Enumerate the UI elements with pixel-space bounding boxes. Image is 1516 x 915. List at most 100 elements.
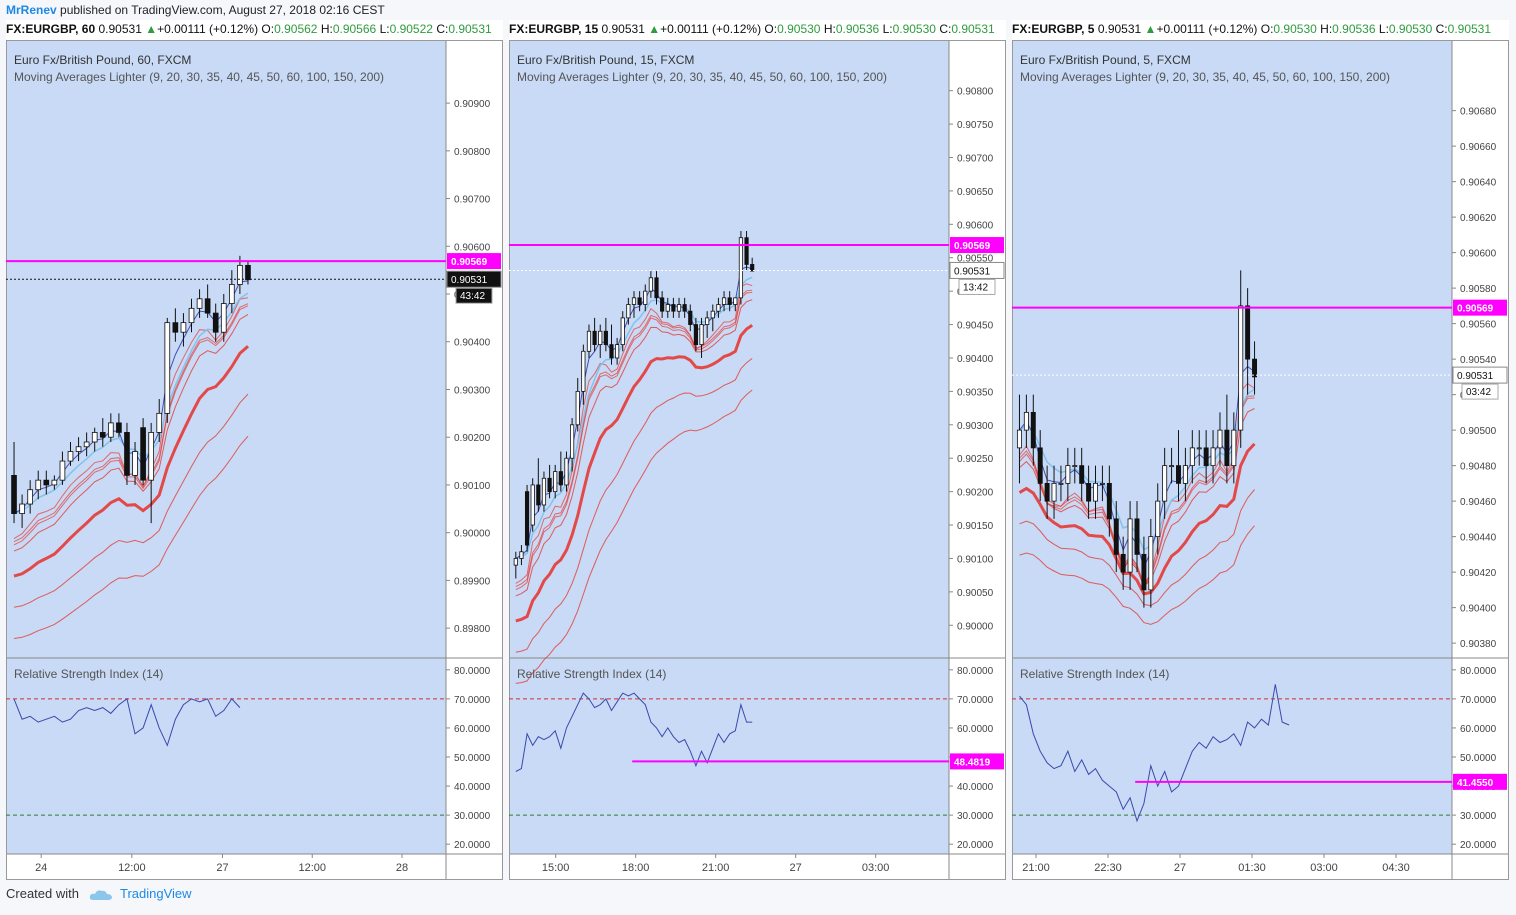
candle-body (1037, 447, 1043, 484)
candle-body (564, 457, 569, 486)
high-value: 0.90566 (332, 22, 377, 36)
price-change: +0.00111 (+0.12%) (1156, 22, 1258, 36)
time-tick-label: 21:00 (1022, 862, 1050, 874)
quote-line: FX:EURGBP, 15 0.90531 ▲+0.00111 (+0.12%)… (509, 20, 1006, 38)
indicator-legend[interactable]: Moving Averages Lighter (9, 20, 30, 35, … (14, 70, 385, 84)
rsi-tick-label: 20.0000 (957, 840, 994, 851)
candle-body (35, 479, 42, 491)
indicator-legend[interactable]: Moving Averages Lighter (9, 20, 30, 35, … (517, 70, 888, 84)
chart-canvas: 0.89800 0.89900 0.90000 0.90100 0.90200 0.903… (6, 40, 503, 880)
high-label: H: (1320, 22, 1333, 36)
price-tick-label: 0.90460 (1460, 497, 1497, 508)
tradingview-link[interactable]: TradingView (120, 886, 192, 901)
time-tick-label: 03:00 (862, 862, 890, 874)
rsi-tick-label: 20.0000 (1460, 840, 1497, 851)
chart-canvas: 0.90000 0.90050 0.90100 0.90150 0.90200 0.902… (509, 40, 1006, 880)
price-tick-label: 0.90400 (1460, 604, 1497, 615)
level-price-label: 0.90569 (451, 257, 488, 268)
rsi-legend[interactable]: Relative Strength Index (14) (1020, 667, 1170, 681)
last-price-badge (1452, 366, 1508, 384)
footer: Created with TradingView (6, 886, 192, 901)
rsi-legend[interactable]: Relative Strength Index (14) (517, 667, 667, 681)
time-tick-label: 24 (35, 862, 47, 874)
rsi-level-badge (1453, 773, 1507, 790)
candle-body (705, 317, 710, 325)
candle-body (738, 237, 744, 299)
price-tick-label: 0.90350 (957, 387, 994, 398)
rsi-line (13, 698, 241, 747)
low-value: 0.90530 (892, 22, 936, 36)
chart-panel-60m[interactable]: 0.89800 0.89900 0.90000 0.90100 0.90200 0.903… (6, 20, 503, 880)
rsi-tick-label: 80.0000 (454, 666, 491, 677)
moving-average-150 (13, 393, 249, 608)
candle-body (156, 412, 163, 433)
candle-body (1224, 429, 1230, 467)
time-tick-label: 27 (790, 862, 802, 874)
candle-body (688, 310, 693, 325)
candle-body (1044, 482, 1050, 502)
candle-body (1016, 429, 1022, 449)
price-tick-label: 0.90580 (1460, 284, 1497, 295)
candle-body (553, 471, 558, 493)
candle-body (43, 479, 50, 486)
rsi-level-badge (950, 753, 1004, 770)
indicator-legend[interactable]: Moving Averages Lighter (9, 20, 30, 35, … (1020, 70, 1391, 84)
rsi-legend[interactable]: Relative Strength Index (14) (14, 667, 164, 681)
candle-body (1245, 305, 1251, 360)
candle-body (710, 310, 715, 319)
candle-body (665, 304, 670, 312)
candle-body (654, 277, 659, 299)
candle-body (229, 284, 235, 304)
quote-line: FX:EURGBP, 5 0.90531 ▲+0.00111 (+0.12%) … (1012, 20, 1509, 38)
candle-body (1210, 447, 1216, 467)
quote-line: FX:EURGBP, 60 0.90531 ▲+0.00111 (+0.12%)… (6, 20, 503, 38)
last-price-badge (949, 261, 1005, 279)
chart-title: Euro Fx/British Pound, 60, FXCM (14, 53, 192, 67)
candle-body (671, 304, 676, 312)
candle-body (1134, 518, 1140, 555)
price-tick-label: 0.90150 (957, 521, 994, 532)
candle-body (124, 432, 130, 476)
candle-body (1182, 465, 1188, 484)
publish-header: MrRenev published on TradingView.com, Au… (0, 0, 1516, 20)
candle-body (11, 474, 17, 514)
candle-body (682, 304, 687, 312)
rsi-pane-bg (509, 658, 949, 854)
symbol-label: FX:EURGBP, 5 (1012, 22, 1095, 36)
level-price-label: 0.90569 (954, 241, 991, 252)
candle-body (558, 471, 563, 486)
rsi-level-label: 48.4819 (954, 757, 991, 768)
candle-body (1162, 465, 1168, 502)
candle-body (744, 237, 749, 265)
price-tick-label: 0.90100 (454, 481, 491, 492)
price-pane-bg (1012, 40, 1452, 658)
author-link[interactable]: MrRenev (6, 3, 57, 17)
high-value: 0.90536 (835, 22, 880, 36)
price-tick-label: 0.90450 (957, 321, 994, 332)
candle-body (1072, 465, 1078, 468)
candle-body (1065, 465, 1071, 484)
rsi-tick-label: 40.0000 (454, 782, 491, 793)
candle-body (524, 491, 530, 546)
candle-body (245, 264, 251, 281)
moving-average-200 (13, 435, 249, 639)
candle-body (1086, 482, 1092, 502)
chart-panel-5m[interactable]: 0.90380 0.90400 0.90420 0.90440 0.90460 0.904… (1012, 20, 1509, 880)
price-tick-label: 0.90400 (957, 354, 994, 365)
close-label: C: (939, 22, 952, 36)
price-tick-label: 0.90200 (957, 488, 994, 499)
candle-body (67, 451, 74, 462)
price-tick-label: 0.90700 (957, 154, 994, 165)
candle-body (536, 484, 541, 506)
moving-average-60 (515, 299, 753, 597)
candle-body (132, 451, 138, 476)
candle-body (1120, 553, 1126, 573)
last-price: 0.90531 (98, 22, 142, 36)
price-change: +0.00111 (+0.12%) (157, 22, 259, 36)
up-arrow-icon: ▲ (1144, 22, 1157, 36)
rsi-tick-label: 30.0000 (1460, 811, 1497, 822)
chart-title: Euro Fx/British Pound, 5, FXCM (1020, 53, 1191, 67)
chart-panel-15m[interactable]: 0.90000 0.90050 0.90100 0.90150 0.90200 0.902… (509, 20, 1006, 880)
price-tick-label: 0.90640 (1460, 178, 1497, 189)
candle-body (1106, 482, 1112, 520)
